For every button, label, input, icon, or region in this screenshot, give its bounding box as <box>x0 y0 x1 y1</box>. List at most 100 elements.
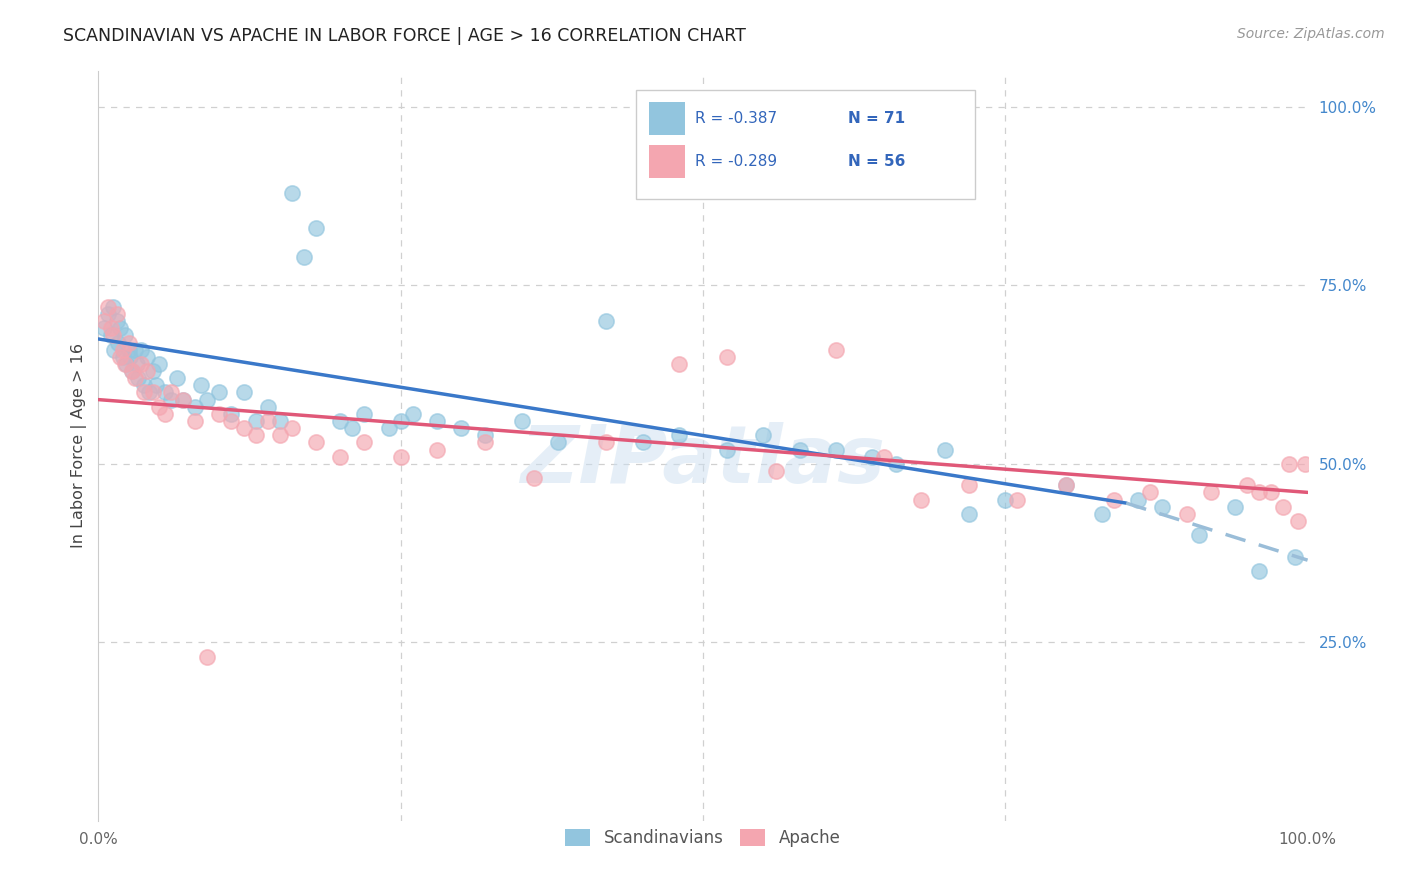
Point <box>1260 485 1282 500</box>
Point <box>1284 549 1306 564</box>
Point <box>1007 492 1029 507</box>
Point <box>860 450 883 464</box>
Point <box>134 385 156 400</box>
Point <box>377 421 399 435</box>
Point <box>631 435 654 450</box>
Point <box>1249 564 1271 578</box>
Text: R = -0.289: R = -0.289 <box>695 153 776 169</box>
Point <box>221 407 243 421</box>
Point <box>153 407 176 421</box>
Point <box>1128 492 1150 507</box>
Point <box>1236 478 1258 492</box>
Point <box>101 300 124 314</box>
Point <box>281 421 304 435</box>
Point <box>329 414 352 428</box>
Point <box>121 364 143 378</box>
Point <box>138 385 160 400</box>
Point <box>129 357 152 371</box>
Point <box>195 392 218 407</box>
Point <box>93 314 115 328</box>
Point <box>105 314 128 328</box>
Point <box>148 400 170 414</box>
Point <box>118 343 141 357</box>
Text: ZIPatlas: ZIPatlas <box>520 422 886 500</box>
Text: R = -0.387: R = -0.387 <box>695 112 776 126</box>
Point <box>221 414 243 428</box>
Point <box>135 350 157 364</box>
Point <box>97 300 120 314</box>
Point <box>1278 457 1301 471</box>
Point <box>474 435 496 450</box>
Point <box>957 478 980 492</box>
Point <box>142 385 165 400</box>
Point <box>208 385 231 400</box>
Point <box>111 350 134 364</box>
Point <box>1091 507 1114 521</box>
Point <box>269 428 291 442</box>
Point <box>108 321 131 335</box>
Point <box>127 371 149 385</box>
Point <box>789 442 811 457</box>
Point <box>190 378 212 392</box>
Point <box>135 364 157 378</box>
Point <box>100 328 122 343</box>
Point <box>97 307 120 321</box>
Point <box>595 314 617 328</box>
Text: N = 71: N = 71 <box>848 112 905 126</box>
Point <box>256 400 278 414</box>
Point <box>523 471 546 485</box>
Point <box>1054 478 1077 492</box>
Point <box>716 350 738 364</box>
Point <box>353 407 375 421</box>
Point <box>134 378 156 392</box>
FancyBboxPatch shape <box>648 145 685 178</box>
Point <box>232 421 254 435</box>
Point <box>256 414 278 428</box>
Point <box>195 649 218 664</box>
Point <box>281 186 304 200</box>
Point <box>208 407 231 421</box>
Point <box>142 364 165 378</box>
Y-axis label: In Labor Force | Age > 16: In Labor Force | Age > 16 <box>72 343 87 549</box>
Text: N = 56: N = 56 <box>848 153 905 169</box>
Point <box>115 357 138 371</box>
Point <box>547 435 569 450</box>
Point <box>426 414 449 428</box>
Point <box>105 307 128 321</box>
Point <box>716 442 738 457</box>
Point <box>129 343 152 357</box>
Point <box>1188 528 1211 542</box>
Point <box>114 328 136 343</box>
Point <box>232 385 254 400</box>
Point <box>1175 507 1198 521</box>
Point <box>426 442 449 457</box>
Point <box>1249 485 1271 500</box>
Point <box>595 435 617 450</box>
Point <box>886 457 908 471</box>
FancyBboxPatch shape <box>637 90 976 199</box>
Point <box>450 421 472 435</box>
Legend: Scandinavians, Apache: Scandinavians, Apache <box>558 822 848 854</box>
Point <box>765 464 787 478</box>
Point <box>1139 485 1161 500</box>
Point <box>160 385 183 400</box>
Point <box>108 350 131 364</box>
Point <box>184 400 207 414</box>
Point <box>1102 492 1125 507</box>
Point <box>111 343 134 357</box>
Point <box>994 492 1017 507</box>
Point <box>329 450 352 464</box>
Point <box>825 343 848 357</box>
Point <box>910 492 932 507</box>
Point <box>668 428 690 442</box>
Text: Source: ZipAtlas.com: Source: ZipAtlas.com <box>1237 27 1385 41</box>
Point <box>118 335 141 350</box>
Point <box>1272 500 1295 514</box>
Point <box>107 335 129 350</box>
Point <box>245 428 267 442</box>
Point <box>510 414 533 428</box>
Point <box>305 435 328 450</box>
Point <box>269 414 291 428</box>
Point <box>474 428 496 442</box>
Point <box>148 357 170 371</box>
